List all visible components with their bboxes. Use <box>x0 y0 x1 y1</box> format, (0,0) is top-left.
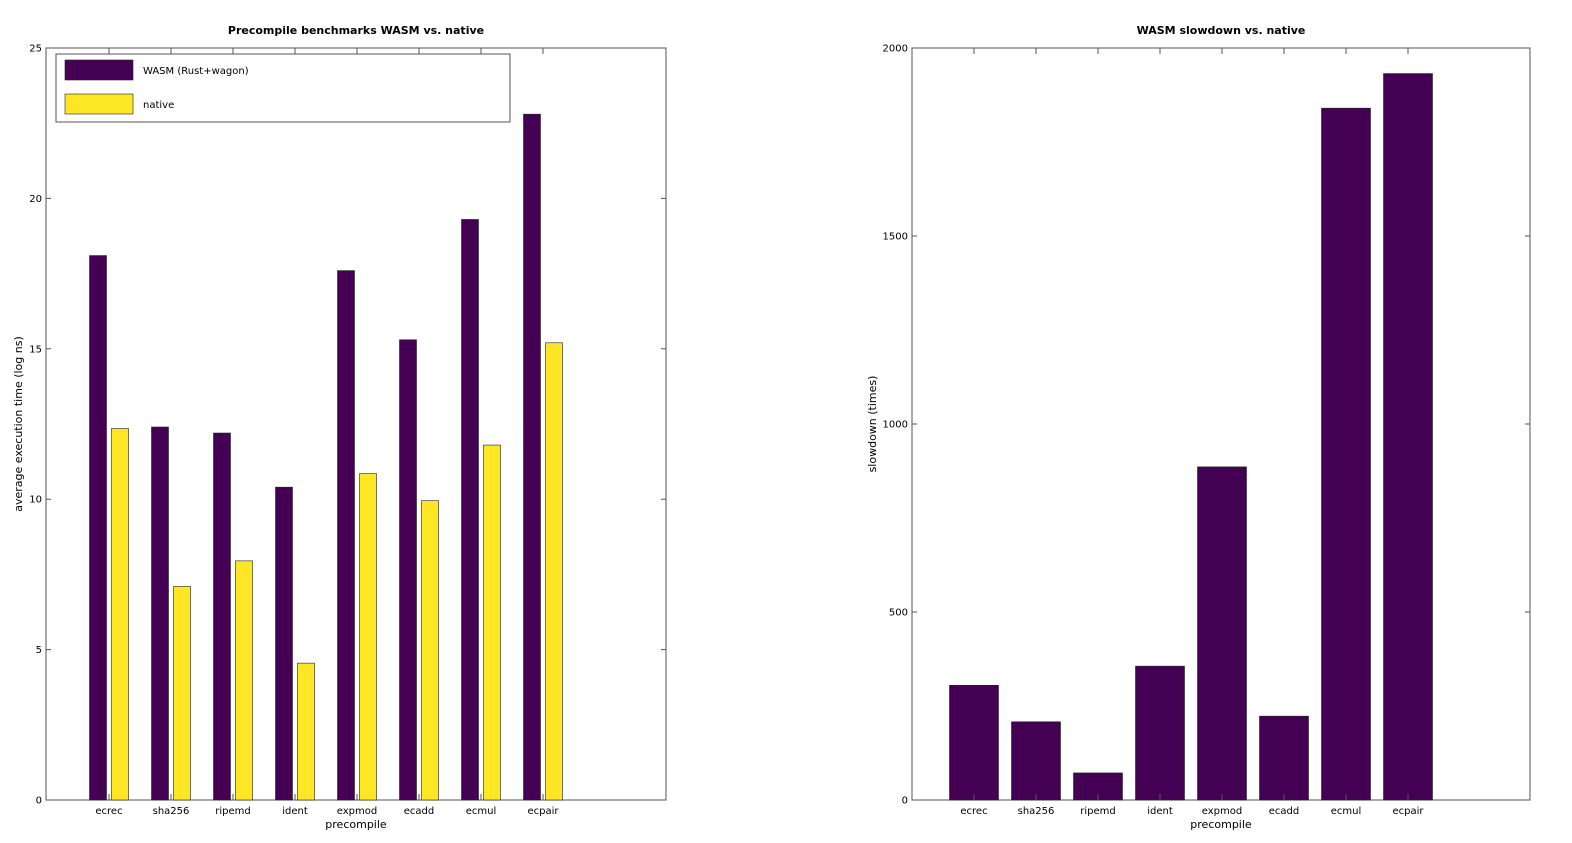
x-tick-label-ecpair: ecpair <box>1392 806 1424 817</box>
y-axis-label: slowdown (times) <box>866 376 879 473</box>
y-axis-label: average execution time (log ns) <box>12 336 25 512</box>
y-tick-label: 1000 <box>883 420 908 431</box>
x-tick-label-ripemd: ripemd <box>1080 806 1115 817</box>
bars-layer <box>949 73 1433 801</box>
bar-ecadd-series-0 <box>399 339 417 801</box>
chart-title: Precompile benchmarks WASM vs. native <box>228 24 484 37</box>
bar-ripemd-series-1 <box>235 560 253 801</box>
bar-ident-series-0 <box>275 486 293 801</box>
x-axis-ticks: ecrec sha256 ripemd ident expmod ecadd ecmul ec… <box>95 48 559 817</box>
bar-expmod-series-0 <box>337 270 355 801</box>
bar-ecadd-series-1 <box>421 500 439 801</box>
x-tick-label-expmod: expmod <box>337 806 377 817</box>
bar-ecmul-series-0 <box>461 219 479 801</box>
bar-ident-series-1 <box>297 662 315 801</box>
bar-expmod-series-1 <box>359 473 377 801</box>
x-tick-label-ecmul: ecmul <box>466 806 497 817</box>
bar-ecpair-series-0 <box>1383 73 1433 801</box>
legend-label-wasm: WASM (Rust+wagon) <box>143 66 249 77</box>
y-tick-label: 0 <box>36 796 42 807</box>
legend-label-native: native <box>143 100 174 111</box>
x-tick-label-sha256: sha256 <box>1018 806 1055 817</box>
x-axis-label: precompile <box>325 818 387 831</box>
y-axis-ticks: 0 500 1000 1500 2000 <box>883 44 1530 807</box>
bar-ident-series-0 <box>1135 665 1185 801</box>
y-tick-label: 10 <box>29 495 42 506</box>
y-tick-label: 5 <box>36 645 42 656</box>
bar-expmod-series-0 <box>1197 466 1247 801</box>
plot-frame <box>45 47 667 801</box>
chart-title: WASM slowdown vs. native <box>1137 24 1306 37</box>
x-axis-ticks: ecrec sha256 ripemd ident expmod ecadd ecmul ec… <box>960 48 1424 817</box>
y-tick-label: 1500 <box>883 232 908 243</box>
x-tick-label-ecadd: ecadd <box>1269 806 1299 817</box>
bar-ecrec-series-0 <box>949 685 999 801</box>
x-axis-label: precompile <box>1190 818 1252 831</box>
x-tick-label-ripemd: ripemd <box>215 806 250 817</box>
x-tick-label-ident: ident <box>1147 806 1173 817</box>
y-tick-label: 20 <box>29 194 42 205</box>
bar-sha256-series-0 <box>1011 721 1061 801</box>
bar-ecrec-series-1 <box>111 428 129 801</box>
bar-ecmul-series-0 <box>1321 107 1371 801</box>
bar-ecmul-series-1 <box>483 444 501 801</box>
x-tick-label-ecadd: ecadd <box>404 806 434 817</box>
bar-ecpair-series-1 <box>545 342 563 801</box>
x-tick-label-ecrec: ecrec <box>95 806 122 817</box>
x-tick-label-ecmul: ecmul <box>1331 806 1362 817</box>
y-tick-label: 500 <box>889 608 908 619</box>
bars-layer <box>89 113 563 801</box>
bar-ecadd-series-0 <box>1259 715 1309 801</box>
y-axis-ticks: 0 5 10 15 20 25 <box>29 44 666 807</box>
x-tick-label-expmod: expmod <box>1202 806 1242 817</box>
slowdown-chart: WASM slowdown vs. native 0 500 1000 1500 200… <box>866 24 1531 831</box>
bar-ripemd-series-0 <box>213 432 231 801</box>
y-tick-label: 15 <box>29 344 42 355</box>
legend: WASM (Rust+wagon) native <box>55 53 511 123</box>
y-tick-label: 0 <box>902 796 908 807</box>
bar-sha256-series-1 <box>173 586 191 801</box>
y-tick-label: 2000 <box>883 44 908 55</box>
bar-sha256-series-0 <box>151 426 169 801</box>
benchmark-chart: Precompile benchmarks WASM vs. native 0 5… <box>12 24 667 831</box>
bar-ecpair-series-0 <box>523 113 541 801</box>
x-tick-label-ecpair: ecpair <box>527 806 559 817</box>
y-tick-label: 25 <box>29 44 42 55</box>
legend-swatch-native <box>64 93 134 115</box>
x-tick-label-sha256: sha256 <box>153 806 190 817</box>
x-tick-label-ident: ident <box>282 806 308 817</box>
bar-ecrec-series-0 <box>89 255 107 801</box>
legend-swatch-wasm <box>64 59 134 81</box>
x-tick-label-ecrec: ecrec <box>960 806 987 817</box>
